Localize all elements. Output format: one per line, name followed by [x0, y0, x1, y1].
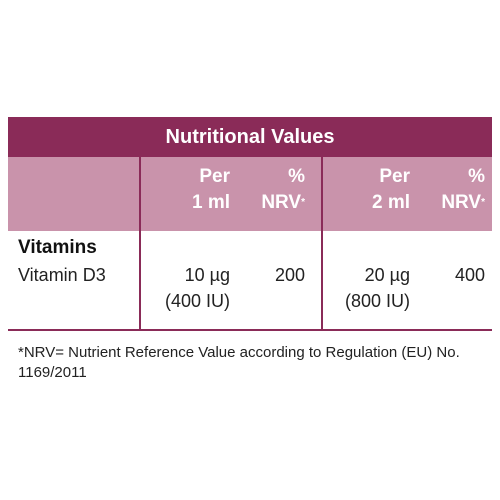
cell-line: (800 IU)	[344, 291, 410, 311]
body-row	[8, 231, 492, 331]
header-cell: % NRV*	[215, 164, 305, 216]
header-bottom-text: 2 ml	[371, 192, 410, 213]
header-bottom: NRV*	[215, 190, 305, 216]
header-top: Per	[379, 166, 410, 187]
header-top: %	[468, 166, 485, 187]
divider	[139, 157, 141, 330]
cell-line: 200	[274, 265, 305, 285]
header-bottom: 2 ml	[320, 190, 410, 216]
cell-line: 10 µg	[184, 265, 230, 285]
header-row	[8, 157, 492, 231]
header-cell: % NRV*	[395, 164, 485, 216]
header-bottom-text: NRV	[441, 192, 482, 213]
header-bottom: NRV*	[395, 190, 485, 216]
cell-line: 20 µg	[364, 265, 410, 285]
header-cell: Per 1 ml	[140, 164, 230, 216]
footnote: *NRV= Nutrient Reference Value according…	[18, 344, 460, 381]
section-label: Vitamins	[18, 237, 97, 258]
cell: 200	[205, 262, 305, 288]
cell-line: (400 IU)	[164, 291, 230, 311]
divider	[321, 157, 323, 330]
header-top: Per	[199, 166, 230, 187]
header-bottom-text: 1 ml	[191, 192, 230, 213]
header-bottom-text: NRV	[261, 192, 302, 213]
cell: 400	[385, 262, 485, 288]
table-title: Nutritional Values	[8, 117, 492, 157]
header-bottom: 1 ml	[140, 190, 230, 216]
cell: 10 µg (400 IU)	[130, 262, 230, 314]
header-top: %	[288, 166, 305, 187]
cell-line: 400	[454, 265, 485, 285]
header-cell: Per 2 ml	[320, 164, 410, 216]
cell: 20 µg (800 IU)	[310, 262, 410, 314]
row-name: Vitamin D3	[18, 265, 106, 285]
header-mark: *	[301, 197, 305, 208]
header-mark: *	[481, 197, 485, 208]
